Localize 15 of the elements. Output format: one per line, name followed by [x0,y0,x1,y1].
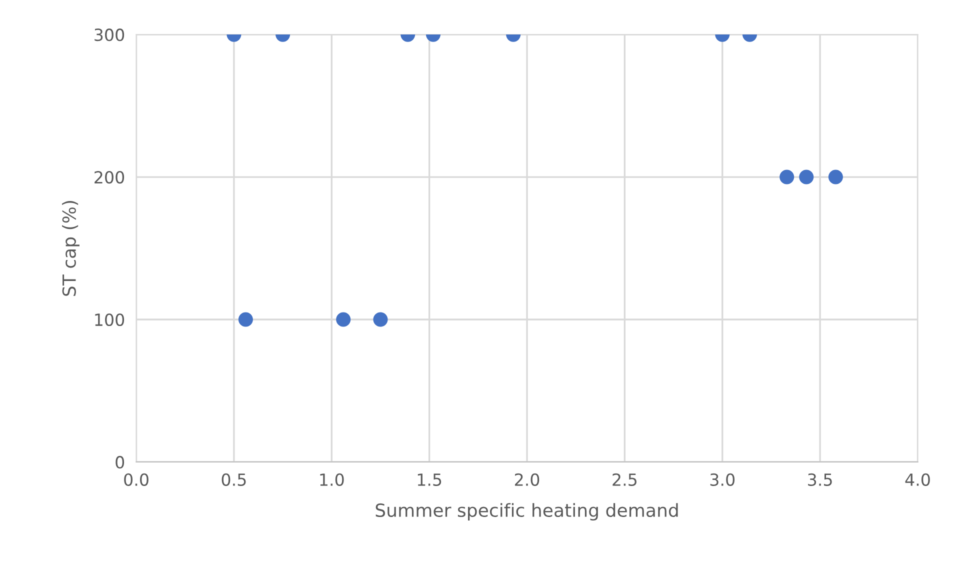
y-tick-label: 100 [95,313,124,326]
x-tick-label: 0.0 [124,473,148,486]
x-tick-label: 1.5 [418,474,442,486]
x-tick-label: 3.5 [808,473,832,486]
y-tick-label: 0 [116,456,124,469]
x-tick-label: 2.0 [514,473,540,486]
y-axis-title: ST cap (%) [62,200,80,296]
y-tick-label: 200 [94,170,124,184]
x-tick-label: 3.0 [710,473,735,486]
x-axis-title: Summer specific heating demand [376,503,678,521]
x-tick-label: 1.0 [320,473,344,486]
x-tick-label: 0.5 [222,473,246,486]
y-tick-label: 300 [94,28,124,42]
x-tick-label: 4.0 [905,473,930,486]
x-tick-label: 2.5 [612,473,636,486]
